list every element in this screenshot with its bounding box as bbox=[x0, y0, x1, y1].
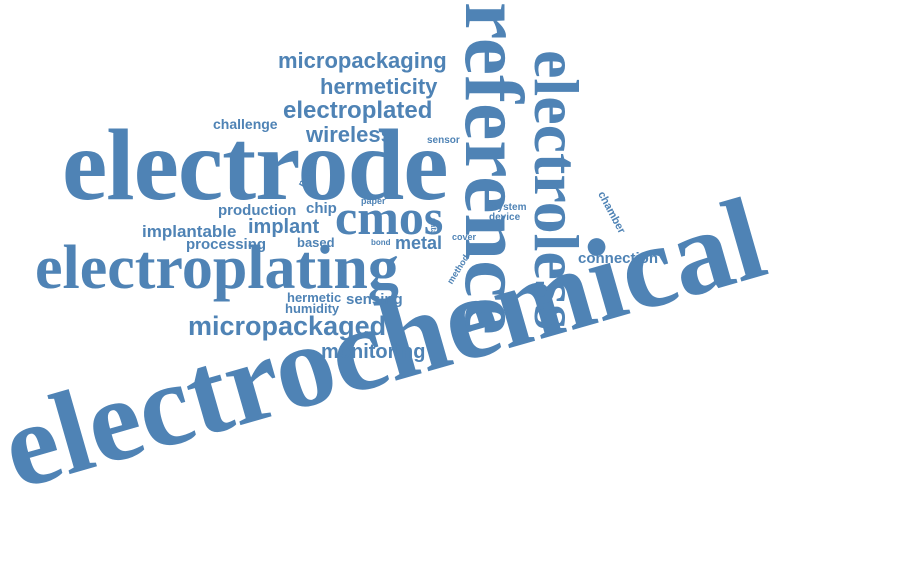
word-micropackaging: micropackaging bbox=[278, 48, 447, 73]
word-connection: connection bbox=[578, 250, 659, 267]
word-system: system bbox=[492, 202, 527, 213]
word-paper: paper bbox=[361, 196, 386, 206]
word-cmos: cmos bbox=[335, 189, 444, 245]
word-device: device bbox=[489, 212, 521, 223]
word-sensor: sensor bbox=[427, 135, 460, 146]
word-implantable: implantable bbox=[142, 222, 237, 241]
word-metal: metal bbox=[395, 233, 443, 253]
word-based: based bbox=[297, 235, 335, 250]
word-electroless: electroless bbox=[521, 50, 592, 330]
word-micropackaged: micropackaged bbox=[188, 311, 387, 341]
word-wireless: wireless bbox=[306, 122, 393, 147]
word-electrode: electrode bbox=[62, 109, 449, 222]
word-production: production bbox=[218, 202, 297, 219]
word-electroplated: electroplated bbox=[283, 97, 433, 124]
word-implant: implant bbox=[248, 216, 320, 238]
word-processing: processing bbox=[186, 236, 267, 253]
word-humidity: humidity bbox=[285, 301, 340, 316]
word-sensing: sensing bbox=[346, 291, 403, 308]
word-electroplating: electroplating bbox=[35, 234, 399, 302]
word-cover: cover bbox=[452, 232, 477, 242]
word-monitoring: monitoring bbox=[321, 341, 426, 363]
word-chip: chip bbox=[306, 200, 337, 217]
word-bond: bond bbox=[371, 238, 391, 247]
word-hermeticity: hermeticity bbox=[320, 74, 438, 99]
word-challenge: challenge bbox=[213, 116, 278, 132]
word-hermetic: hermetic bbox=[287, 290, 342, 305]
word-data: data bbox=[429, 218, 438, 235]
